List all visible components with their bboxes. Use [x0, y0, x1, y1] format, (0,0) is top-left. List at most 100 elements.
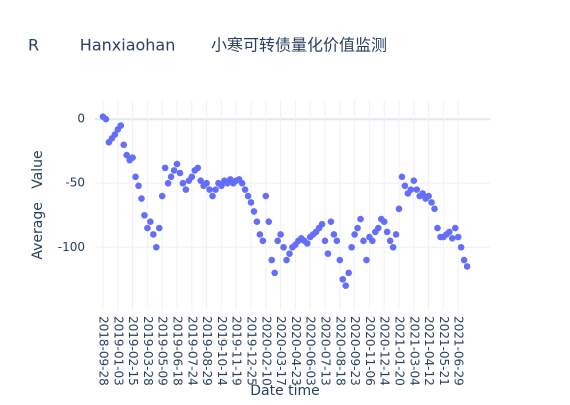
point — [345, 269, 352, 277]
point — [407, 186, 415, 193]
point — [164, 179, 172, 187]
y-axis-title: Average Value — [30, 150, 46, 259]
point — [386, 237, 394, 245]
x-tick-label: 2020-08-18 — [333, 316, 347, 386]
x-tick-label: 2020-09-23 — [348, 316, 362, 386]
x-tick-label: 2019-03-28 — [141, 316, 155, 386]
x-tick-label: 2021-03-04 — [407, 316, 421, 386]
x-tick-label: 2019-02-15 — [126, 316, 140, 386]
y-tick-label: -50 — [65, 176, 85, 190]
point — [152, 243, 160, 251]
point — [241, 186, 249, 193]
point — [265, 218, 273, 225]
point — [454, 233, 462, 241]
point — [410, 177, 418, 184]
point — [138, 195, 145, 202]
point — [197, 177, 204, 184]
x-tick-label: 2018-09-28 — [97, 316, 111, 386]
point — [135, 182, 142, 190]
point — [336, 256, 344, 264]
point — [363, 256, 370, 264]
point — [369, 237, 376, 245]
point — [434, 224, 441, 232]
x-tick-label: 2019-10-14 — [215, 316, 229, 386]
point — [333, 237, 341, 245]
point — [354, 224, 361, 232]
point — [117, 122, 125, 129]
point — [132, 173, 139, 181]
x-tick-label: 2020-02-10 — [259, 316, 273, 386]
point — [256, 231, 264, 238]
x-tick-label: 2020-12-14 — [378, 316, 392, 386]
point — [457, 243, 465, 251]
point — [209, 192, 216, 200]
point — [339, 275, 347, 283]
point — [129, 154, 136, 161]
point — [318, 220, 326, 228]
point — [188, 173, 196, 181]
point — [244, 192, 252, 200]
point — [395, 205, 403, 213]
point — [111, 131, 119, 138]
x-tick-label: 2019-01-03 — [111, 316, 125, 386]
point — [120, 141, 128, 149]
point — [262, 192, 270, 200]
point — [348, 243, 355, 251]
point — [173, 160, 181, 168]
point — [144, 224, 151, 232]
x-tick-label: 2019-07-24 — [185, 316, 199, 386]
point — [274, 237, 281, 245]
point — [161, 164, 169, 172]
point — [419, 190, 426, 197]
point — [357, 215, 364, 223]
point — [398, 173, 406, 181]
x-tick-label: 2021-01-20 — [393, 316, 407, 386]
point — [155, 224, 163, 232]
point — [259, 237, 267, 245]
point — [167, 173, 175, 181]
point — [383, 228, 391, 236]
point — [389, 243, 397, 251]
point — [380, 218, 388, 225]
point — [330, 231, 338, 238]
point — [446, 228, 453, 236]
point — [460, 256, 468, 264]
x-tick-label: 2021-05-21 — [437, 316, 451, 386]
point — [321, 237, 329, 245]
point — [327, 218, 335, 225]
point — [203, 179, 210, 187]
point — [277, 231, 284, 238]
point — [451, 224, 459, 232]
point — [374, 224, 382, 232]
x-tick-label: 2020-07-13 — [319, 316, 333, 386]
point — [413, 186, 421, 193]
point — [218, 182, 225, 190]
point — [247, 199, 255, 206]
point — [194, 164, 202, 172]
grid — [95, 100, 490, 310]
x-tick-label: 2020-03-17 — [274, 316, 288, 386]
point — [286, 250, 293, 257]
point — [212, 186, 219, 193]
point — [342, 282, 350, 289]
point — [158, 192, 166, 200]
point — [271, 269, 278, 277]
chart-title: R Hanxiaohan 小寒可转债量化价值监测 — [28, 36, 387, 55]
x-tick-label: 2019-06-18 — [171, 316, 185, 386]
point — [280, 243, 287, 251]
x-tick-label: 2020-11-06 — [363, 316, 377, 386]
point — [283, 256, 290, 264]
point — [102, 115, 110, 123]
point — [206, 186, 213, 193]
x-tick-label: 2020-04-23 — [289, 316, 303, 386]
x-tick-label: 2020-06-03 — [304, 316, 318, 386]
point — [150, 231, 157, 238]
y-tick-label: 0 — [77, 112, 85, 126]
point — [268, 256, 276, 264]
point — [303, 240, 311, 247]
x-axis-title: Date time — [250, 383, 320, 399]
point — [147, 218, 154, 225]
x-tick-label: 2019-08-29 — [200, 316, 214, 386]
point — [123, 151, 130, 159]
